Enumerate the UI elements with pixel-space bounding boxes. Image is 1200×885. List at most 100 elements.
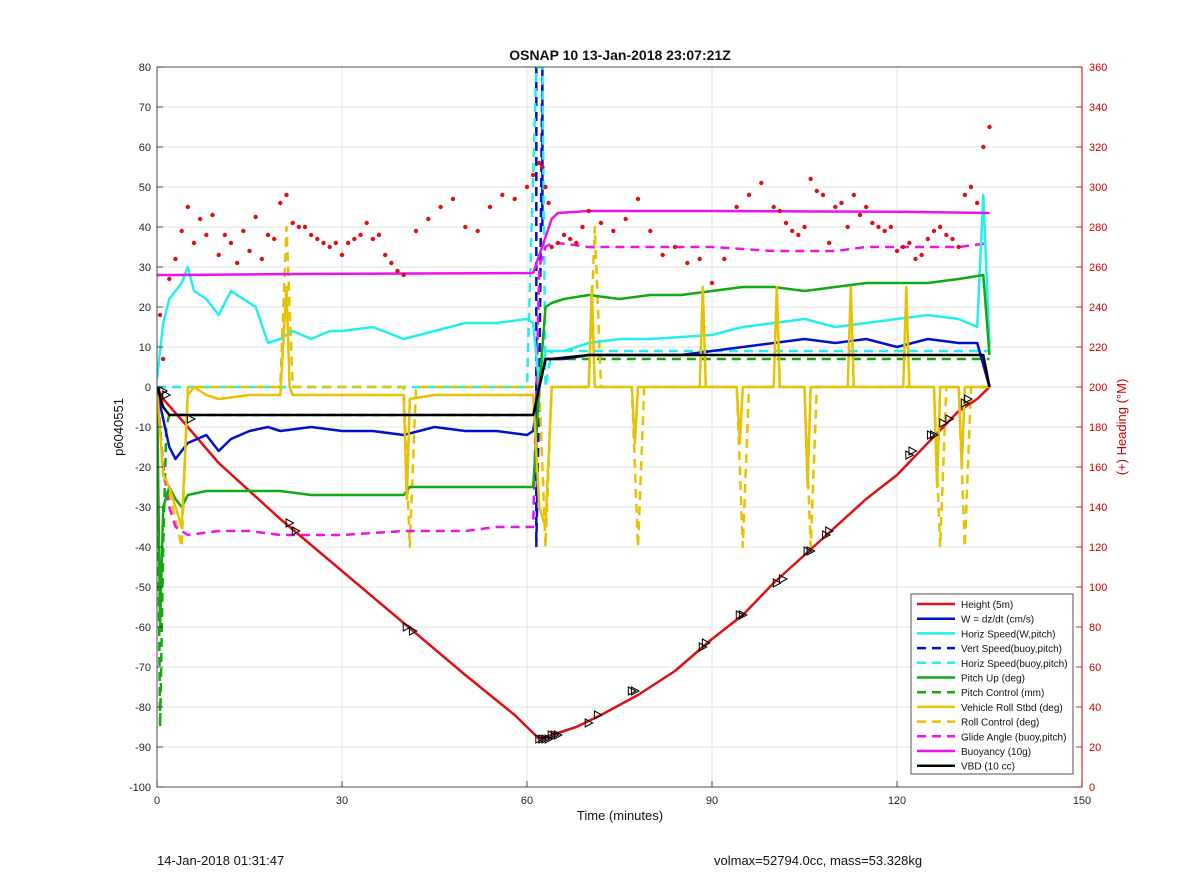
heading-point xyxy=(160,356,166,362)
heading-point xyxy=(352,236,357,242)
heading-point xyxy=(197,216,203,222)
heading-point xyxy=(358,232,363,238)
vbd-marker xyxy=(285,518,295,528)
heading-point xyxy=(907,240,912,246)
heading-point xyxy=(894,248,900,254)
heading-point xyxy=(438,204,443,210)
series-line-w-dz-dt-cm-s xyxy=(157,337,991,461)
vbd-marker xyxy=(584,718,594,728)
legend-label: Buoyancy (10g) xyxy=(961,747,1031,758)
y-tick-label-right: 60 xyxy=(1089,662,1101,674)
vbd-marker xyxy=(939,418,949,428)
heading-point xyxy=(783,220,789,226)
vbd-marker xyxy=(541,734,551,744)
series-line-vehicle-roll-stbd-deg xyxy=(157,285,990,529)
vbd-marker xyxy=(825,526,835,536)
heading-point xyxy=(475,228,480,234)
heading-point xyxy=(931,228,937,234)
heading-point xyxy=(950,236,955,242)
y-tick-label-left: -70 xyxy=(135,662,151,674)
y-tick-label-right: 240 xyxy=(1089,302,1107,314)
y-tick-label-right: 340 xyxy=(1089,102,1107,114)
heading-point xyxy=(395,268,400,274)
heading-point xyxy=(598,220,604,226)
heading-point xyxy=(157,312,163,318)
heading-point xyxy=(981,144,986,150)
x-tick-label: 60 xyxy=(521,795,533,807)
heading-point xyxy=(370,236,376,242)
y-tick-label-right: 160 xyxy=(1089,462,1107,474)
vbd-marker xyxy=(778,574,788,584)
heading-point xyxy=(888,224,894,230)
heading-point xyxy=(321,240,326,246)
y-tick-label-left: -100 xyxy=(129,782,151,794)
heading-point xyxy=(561,232,567,238)
y-tick-label-left: 10 xyxy=(139,342,151,354)
y-axis-label-left: p6040551 xyxy=(111,398,126,456)
heading-point xyxy=(290,220,295,226)
vbd-marker xyxy=(926,430,936,440)
heading-point xyxy=(302,224,308,230)
heading-point xyxy=(327,244,332,250)
y-tick-label-right: 200 xyxy=(1089,382,1107,394)
heading-point xyxy=(567,236,573,242)
heading-point xyxy=(672,244,678,250)
vbd-marker xyxy=(553,730,563,740)
vbd-marker xyxy=(547,730,557,740)
vbd-marker xyxy=(803,546,813,556)
legend-label: Glide Angle (buoy,pitch) xyxy=(961,732,1066,743)
vbd-marker xyxy=(408,626,418,636)
vbd-marker xyxy=(822,530,832,540)
heading-point xyxy=(709,280,715,286)
heading-point xyxy=(210,212,215,218)
legend: Height (5m) W = dz/dt (cm/s) Horiz Speed(W… xyxy=(910,593,1074,775)
y-axis-label-right: (+) Heading (°M) xyxy=(1114,379,1129,476)
heading-point xyxy=(524,184,530,190)
vbd-marker xyxy=(701,638,711,648)
y-tick-label-left: 40 xyxy=(139,222,151,234)
heading-point xyxy=(937,224,943,230)
heading-point xyxy=(802,224,807,230)
heading-point xyxy=(722,256,727,262)
heading-point xyxy=(900,244,906,250)
heading-point xyxy=(339,252,345,258)
y-tick-label-right: 120 xyxy=(1089,542,1107,554)
heading-point xyxy=(345,240,351,246)
y-tick-label-left: 60 xyxy=(139,142,151,154)
heading-point xyxy=(253,214,258,220)
heading-point xyxy=(537,160,542,166)
heading-point xyxy=(540,164,545,170)
heading-layer xyxy=(157,124,992,362)
heading-point xyxy=(660,252,665,258)
x-axis-label: Time (minutes) xyxy=(577,808,663,823)
y-tick-label-right: 20 xyxy=(1089,742,1101,754)
heading-point xyxy=(278,200,283,206)
vbd-marker xyxy=(698,642,708,652)
heading-point xyxy=(413,228,419,234)
marker-layer xyxy=(159,386,973,744)
y-tick-label-left: -90 xyxy=(135,742,151,754)
vbd-marker xyxy=(538,734,548,744)
heading-point xyxy=(882,228,887,234)
heading-point xyxy=(648,228,653,234)
heading-point xyxy=(839,200,844,206)
heading-point xyxy=(191,240,197,246)
heading-point xyxy=(796,232,801,238)
heading-point xyxy=(315,236,320,242)
heading-point xyxy=(777,208,783,214)
vbd-marker xyxy=(905,450,915,460)
heading-point xyxy=(549,244,554,250)
legend-box xyxy=(910,593,1074,775)
vbd-marker xyxy=(630,686,640,696)
vbd-marker xyxy=(908,446,918,456)
heading-point xyxy=(167,276,172,282)
heading-point xyxy=(247,248,252,254)
heading-point xyxy=(734,204,739,210)
y-tick-label-left: 0 xyxy=(145,382,151,394)
heading-point xyxy=(512,196,517,202)
vbd-marker xyxy=(963,394,973,404)
heading-point xyxy=(968,184,974,190)
y-tick-label-right: 280 xyxy=(1089,222,1107,234)
legend-label: Vehicle Roll Stbd (deg) xyxy=(961,703,1063,714)
